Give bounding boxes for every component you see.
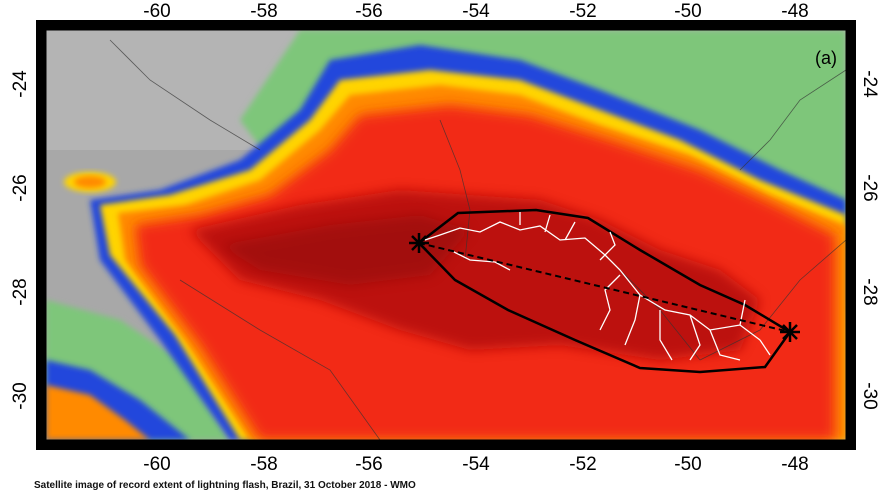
bottom-tick-label: -60 bbox=[143, 454, 170, 475]
bottom-tick-label: -50 bbox=[674, 454, 701, 475]
flash-midline bbox=[418, 242, 791, 333]
right-tick-label: -26 bbox=[859, 174, 880, 201]
satellite-image bbox=[46, 30, 846, 440]
top-tick-label: -52 bbox=[569, 1, 596, 22]
right-tick-label: -24 bbox=[859, 70, 880, 98]
right-tick-label: -28 bbox=[859, 278, 880, 305]
panel-label: (a) bbox=[815, 48, 837, 68]
bottom-tick-label: -56 bbox=[355, 454, 382, 475]
left-tick-label: -30 bbox=[10, 382, 31, 409]
bottom-tick-label: -48 bbox=[781, 454, 808, 475]
top-tick-label: -58 bbox=[250, 1, 277, 22]
top-tick-label: -54 bbox=[462, 1, 490, 22]
top-tick-label: -50 bbox=[674, 1, 701, 22]
bottom-tick-label: -52 bbox=[569, 454, 596, 475]
lightning-flash-overlay bbox=[409, 208, 800, 374]
bottom-tick-label: -54 bbox=[462, 454, 490, 475]
flash-start-marker bbox=[409, 233, 429, 253]
left-tick-label: -28 bbox=[10, 278, 31, 305]
bottom-longitude-ticks: -60 -58 -56 -54 -52 -50 -48 bbox=[143, 454, 808, 475]
bottom-tick-label: -58 bbox=[250, 454, 277, 475]
figure-caption: Satellite image of record extent of ligh… bbox=[34, 480, 416, 491]
right-latitude-ticks: -24 -26 -28 -30 bbox=[859, 70, 880, 409]
left-tick-label: -26 bbox=[10, 174, 31, 201]
top-tick-label: -60 bbox=[143, 1, 170, 22]
top-tick-label: -56 bbox=[355, 1, 382, 22]
top-longitude-ticks: -60 -58 -56 -54 -52 -50 -48 bbox=[143, 1, 808, 22]
top-tick-label: -48 bbox=[781, 1, 808, 22]
left-tick-label: -24 bbox=[10, 70, 31, 98]
right-tick-label: -30 bbox=[859, 382, 880, 409]
left-latitude-ticks: -24 -26 -28 -30 bbox=[10, 70, 31, 410]
flash-channels bbox=[424, 212, 771, 361]
flash-end-marker bbox=[780, 322, 800, 342]
